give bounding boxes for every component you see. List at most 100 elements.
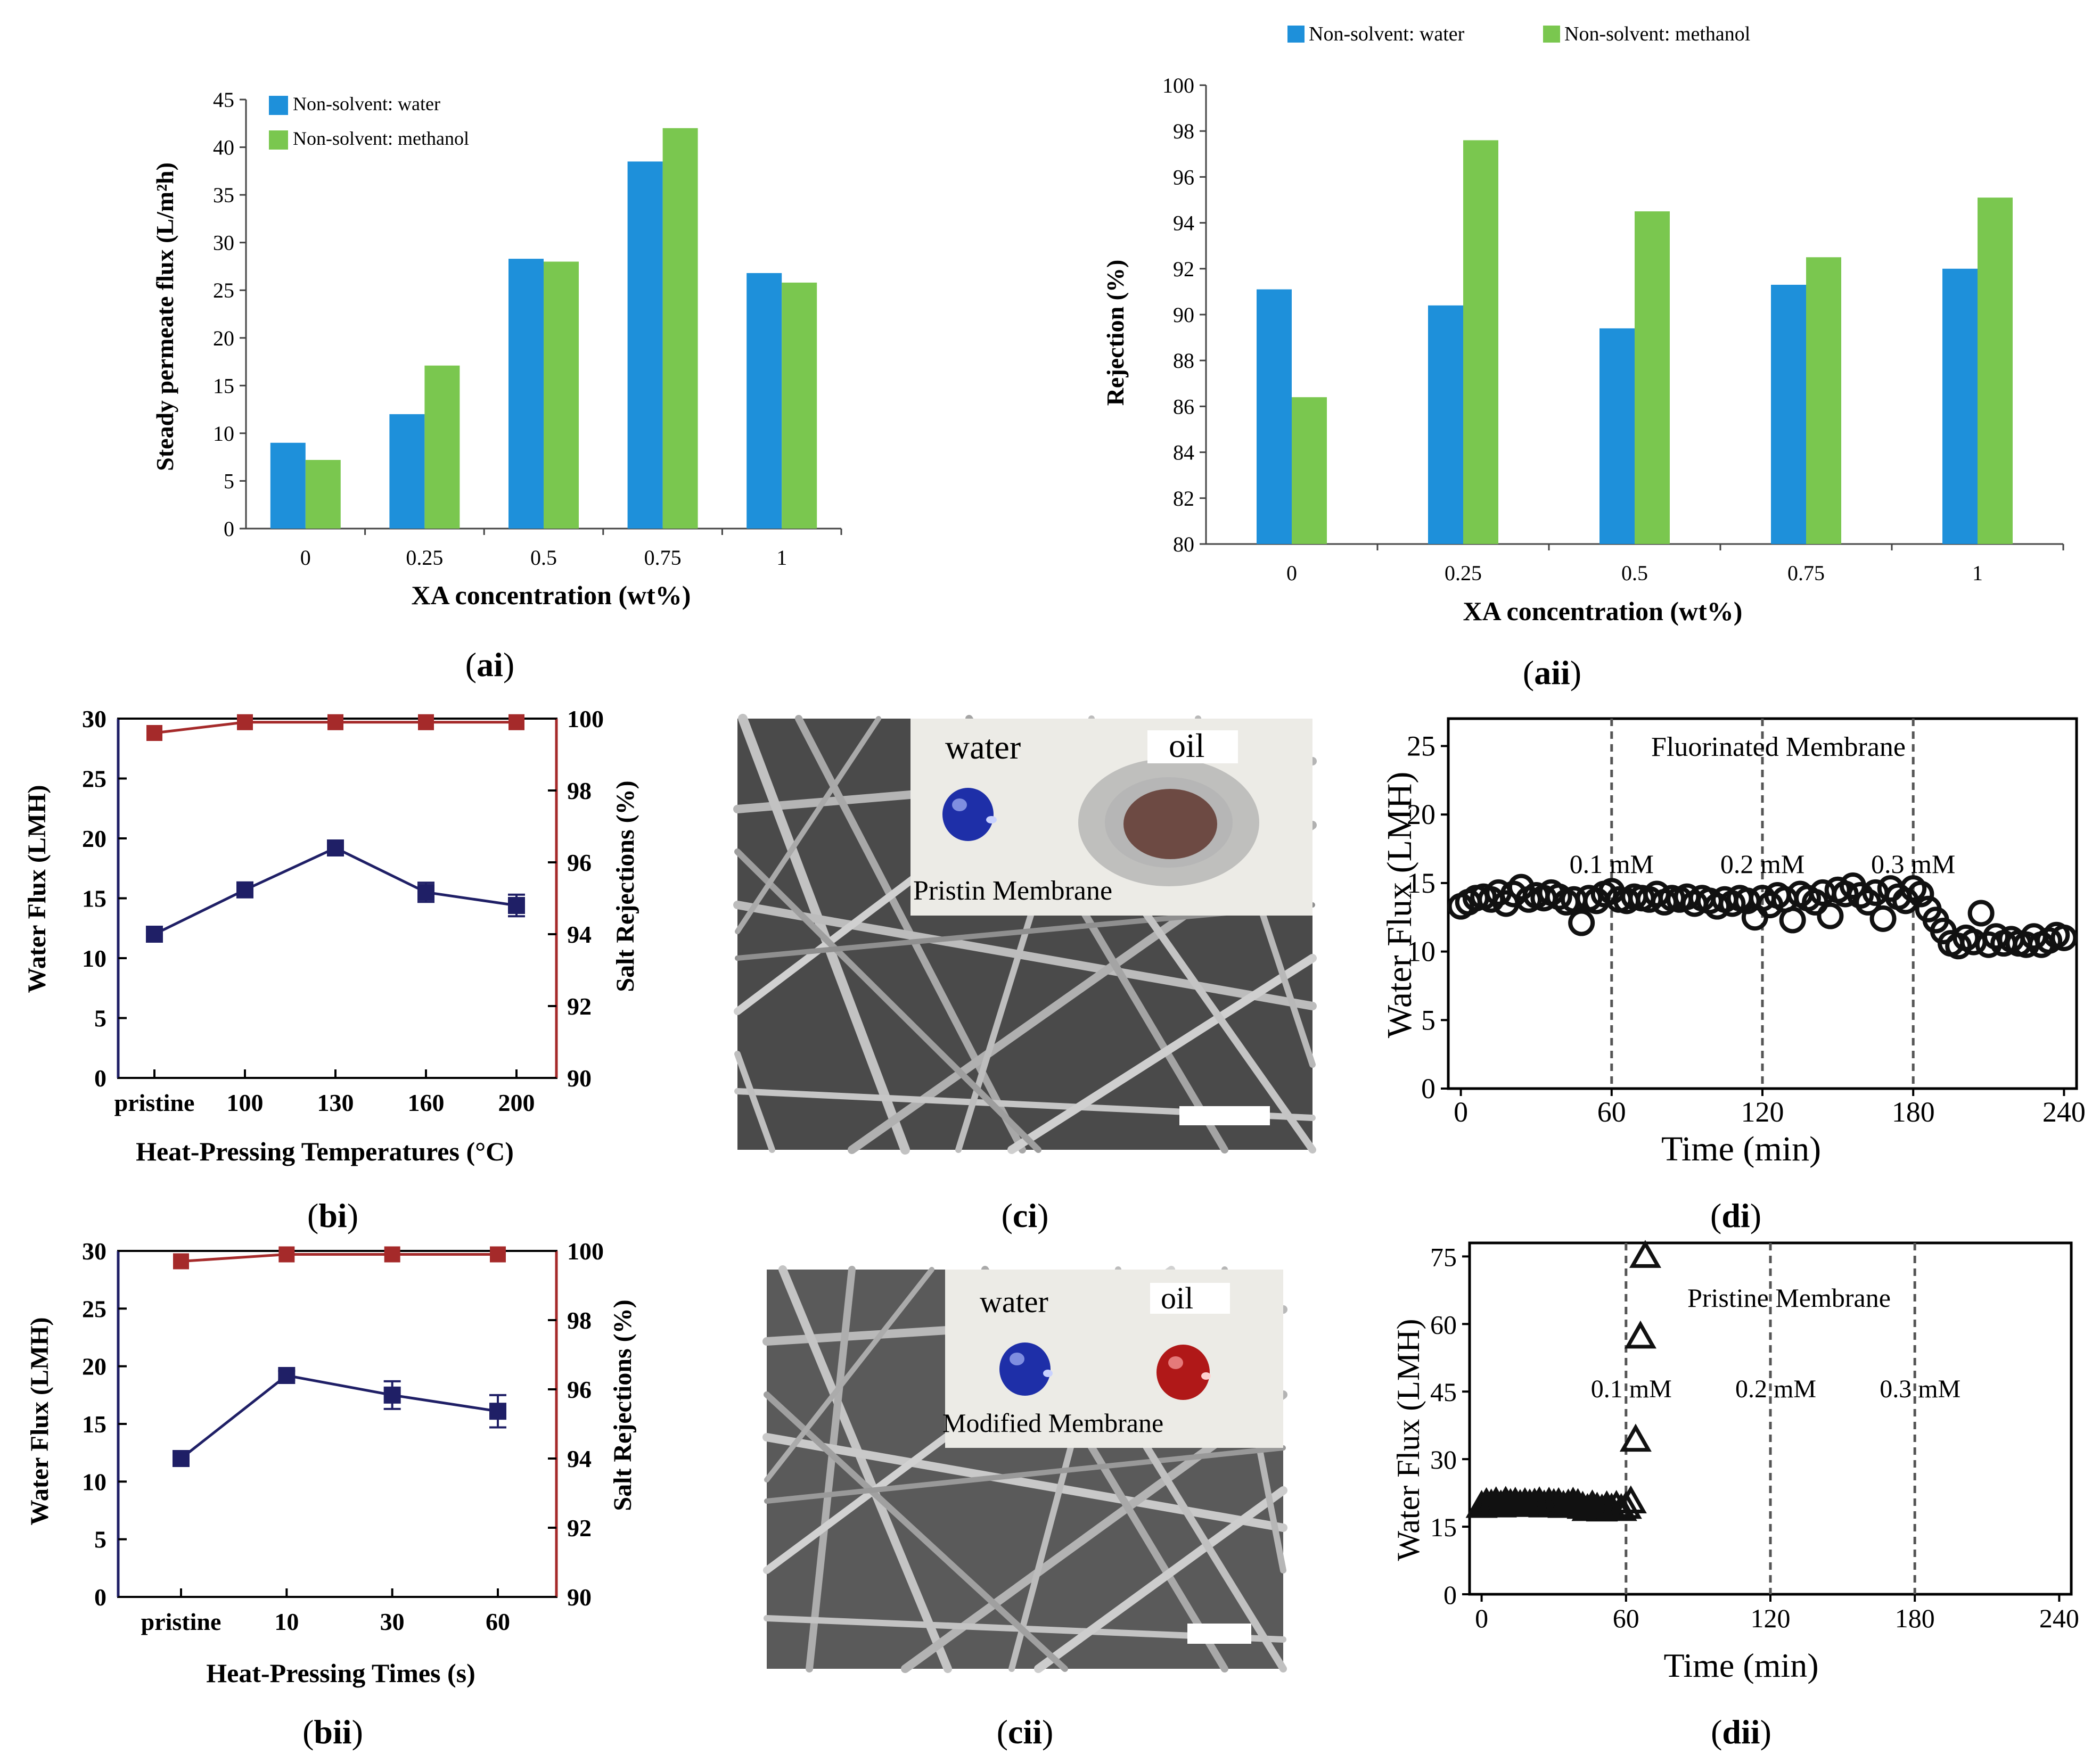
bi-y2tick-label: 96 [567,849,592,876]
bii-flux-point [383,1386,401,1404]
di-ytick-label: 5 [1421,1004,1435,1036]
dii-ytick-label: 30 [1430,1445,1457,1474]
di-point [1869,905,1897,932]
panel-label-ci-text: ci [1013,1197,1037,1234]
cii-water-label: water [980,1284,1048,1319]
aii-legend-swatch-water [1287,26,1305,43]
panel-label-cii: (cii) [997,1713,1054,1751]
dii-xtick-label: 180 [1895,1603,1935,1633]
bii-ytick-label: 15 [82,1411,106,1438]
dii-point [1624,1320,1656,1349]
bii-y2tick-label: 94 [567,1445,592,1472]
bii-ytick-label: 0 [94,1584,106,1611]
ai-xtick-label: 0.5 [530,546,557,570]
chart-di: 0 60 120 180 240 0 5 10 15 20 25 0.1 mM 0.2 mM 0.3 mM… [1380,717,2086,1168]
dii-xtick-label: 240 [2039,1603,2079,1633]
aii-legend-label-water: Non-solvent: water [1309,23,1465,45]
bi-xlabel: Heat-Pressing Temperatures (°C) [136,1136,514,1166]
bi-flux-point [146,926,163,943]
bii-ylabel: Water Flux (LMH) [26,1317,54,1525]
bi-flux-point [508,897,525,914]
di-point [1982,923,2009,950]
bii-y2tick-label: 92 [567,1514,592,1542]
bii-flux-line [180,1374,498,1460]
dii-point [1605,1493,1637,1521]
ai-xtick-label: 0 [300,546,311,570]
aii-ytick-label: 84 [1173,441,1194,465]
aii-bar-methanol [1292,397,1327,544]
panel-label-aii-text: aii [1534,654,1570,691]
ai-xtick-label: 1 [776,546,787,570]
sem-fibers [762,1265,1287,1673]
bi-y2label: Salt Rejections (%) [611,780,639,992]
dii-annotation: 0.1 mM [1591,1375,1672,1403]
di-point [1847,882,1874,909]
bii-plot-frame [117,1250,557,1598]
bii-y2label: Salt Rejections (%) [609,1299,637,1511]
di-annotation: 0.1 mM [1570,849,1654,879]
ai-ytick-label: 20 [213,326,234,350]
di-xtick-label: 60 [1597,1096,1626,1128]
oil-spread-icon [1078,759,1259,886]
aii-legend-label-methanol: Non-solvent: methanol [1564,23,1750,45]
bii-xtick-label: 60 [486,1608,510,1635]
aii-ylabel: Rejection (%) [1102,260,1129,406]
ai-bar-water [508,259,544,529]
di-point [1967,900,1995,927]
aii-ytick-label: 96 [1173,165,1194,189]
dii-xtick-label: 0 [1475,1603,1488,1633]
di-xtick-label: 180 [1892,1096,1935,1128]
di-annotation: 0.3 mM [1871,849,1955,879]
di-xlabel: Time (min) [1661,1130,1821,1168]
aii-ytick-label: 88 [1173,349,1194,373]
aii-bar-methanol [1978,197,2013,544]
ai-ytick-label: 0 [224,517,234,541]
ci-oil-label: oil [1169,727,1205,764]
aii-ytick-label: 98 [1173,119,1194,143]
bi-xtick-label: pristine [114,1089,195,1116]
dii-ytick-label: 75 [1430,1242,1457,1272]
bi-ytick-label: 20 [82,825,106,852]
dii-xtick-label: 120 [1751,1603,1791,1633]
panel-label-bi-text: bi [318,1197,347,1234]
panel-label-di: (di) [1710,1197,1761,1234]
dii-ytick-label: 45 [1430,1377,1457,1407]
bi-flux-line [153,846,517,936]
bii-flux-point [489,1403,506,1420]
bi-y2tick-label: 94 [567,921,592,948]
bi-xtick-label: 200 [498,1089,535,1116]
cii-caption: Modified Membrane [942,1408,1163,1438]
aii-bar-water [1942,268,1978,544]
droplet-photo-inset: water oil Modified Membrane [942,1270,1283,1448]
panel-label-aii: (aii) [1523,654,1581,691]
panel-label-ai: (ai) [465,646,514,683]
ai-ytick-label: 25 [213,278,234,302]
di-point [1568,909,1595,936]
bii-y2tick-label: 90 [567,1584,592,1611]
panel-label-cii-text: cii [1008,1713,1042,1751]
di-point [1907,880,1934,908]
ai-ytick-label: 45 [213,88,234,112]
bii-y2tick-label: 100 [567,1238,604,1265]
bii-rejection-point [384,1246,400,1263]
ai-legend-swatch-methanol [269,130,288,150]
aii-ytick-label: 82 [1173,487,1194,510]
aii-legend-swatch-methanol [1543,26,1560,43]
di-point [1832,880,1859,908]
panel-label-bii-text: bii [314,1713,351,1751]
panel-label-dii-text: dii [1722,1713,1760,1751]
ai-legend-label-water: Non-solvent: water [293,93,440,114]
bi-ytick-label: 25 [82,765,106,793]
bi-y2tick-label: 98 [567,777,592,804]
dii-point [1619,1423,1652,1452]
dii-xlabel: Time (min) [1664,1646,1819,1684]
di-point [1779,907,1806,934]
scale-bar [1187,1624,1251,1644]
ai-legend: Non-solvent: water Non-solvent: methanol [269,93,469,150]
dii-point [1614,1485,1647,1514]
bii-y2tick-label: 96 [567,1376,592,1403]
bi-y2tick-label: 92 [567,993,592,1020]
bi-plot-frame [117,718,557,1079]
